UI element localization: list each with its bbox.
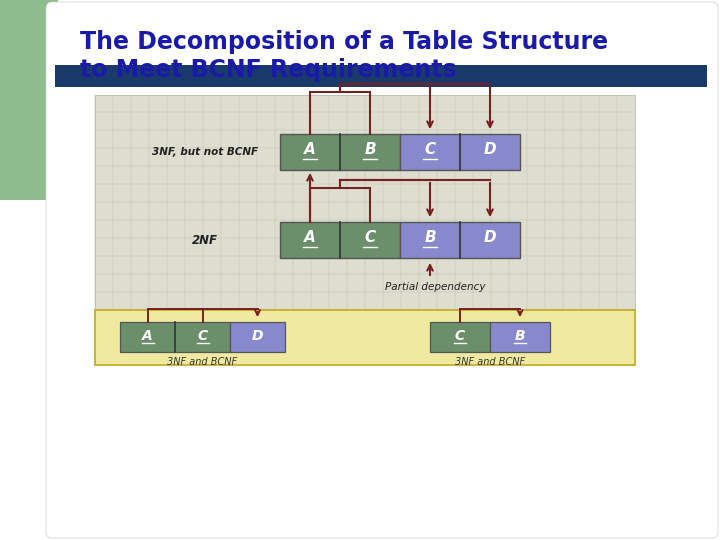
Text: 2NF: 2NF [192,233,218,246]
Text: B: B [364,143,376,158]
Text: C: C [197,329,207,343]
Text: D: D [484,231,496,246]
Text: C: C [364,231,376,246]
Text: 3NF and BCNF: 3NF and BCNF [168,357,238,367]
Text: to Meet BCNF Requirements: to Meet BCNF Requirements [80,58,456,82]
Text: A: A [304,231,316,246]
Bar [430,322,490,352]
Text: 3NF, but not BCNF: 3NF, but not BCNF [152,147,258,157]
Text: B: B [515,329,526,343]
Text: B: B [424,231,436,246]
Text: D: D [484,143,496,158]
Bar [95,95,635,310]
Bar [230,322,285,352]
Text: The Decomposition of a Table Structure: The Decomposition of a Table Structure [80,30,608,54]
Text: Partial dependency: Partial dependency [384,282,485,292]
Bar [120,322,230,352]
Bar [280,134,400,170]
Text: D: D [252,329,264,343]
Text: A: A [304,143,316,158]
Bar [280,222,400,258]
Bar [55,65,707,87]
Bar [400,134,520,170]
Text: 3NF and BCNF: 3NF and BCNF [455,357,525,367]
Bar [400,222,520,258]
Text: A: A [142,329,153,343]
FancyBboxPatch shape [46,2,718,538]
Bar [490,322,550,352]
Text: C: C [424,143,436,158]
FancyBboxPatch shape [95,310,635,365]
Bar [0,0,58,200]
Text: C: C [455,329,465,343]
